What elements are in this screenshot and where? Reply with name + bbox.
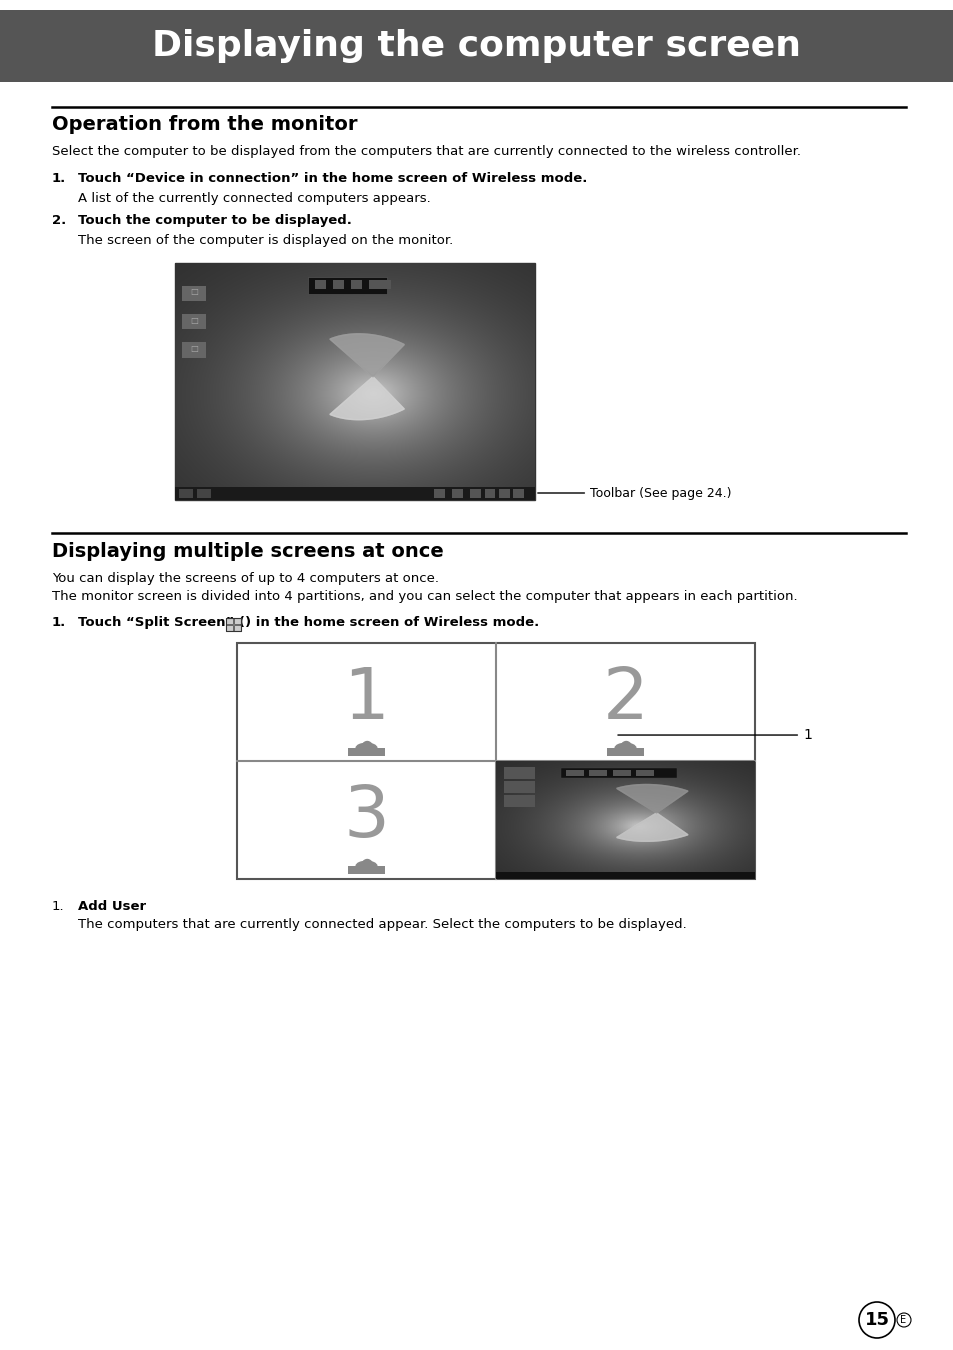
Bar (503, 767, 535, 779)
Bar (315, 279, 326, 289)
Bar (226, 618, 241, 630)
Bar (174, 263, 535, 500)
Bar (236, 643, 754, 879)
Text: □: □ (190, 344, 198, 354)
Text: E: E (899, 1315, 905, 1324)
Text: Touch the computer to be displayed.: Touch the computer to be displayed. (78, 215, 352, 227)
Text: 3: 3 (343, 783, 389, 852)
Text: ) in the home screen of Wireless mode.: ) in the home screen of Wireless mode. (245, 616, 538, 629)
Bar (565, 771, 583, 776)
Bar (496, 872, 754, 879)
Text: 15: 15 (863, 1311, 888, 1328)
Bar (380, 279, 391, 289)
Circle shape (355, 744, 376, 753)
Text: □: □ (190, 316, 198, 325)
Text: Displaying the computer screen: Displaying the computer screen (152, 28, 801, 63)
Text: □: □ (190, 288, 198, 297)
Text: 2: 2 (602, 666, 648, 734)
Bar (589, 771, 607, 776)
Text: The computers that are currently connected appear. Select the computers to be di: The computers that are currently connect… (78, 918, 686, 932)
Bar (0, 9, 953, 82)
Text: Add User: Add User (78, 900, 146, 913)
Bar (226, 625, 233, 630)
Text: Select the computer to be displayed from the computers that are currently connec: Select the computer to be displayed from… (52, 144, 801, 158)
Bar (178, 489, 193, 498)
Bar (226, 618, 233, 624)
Text: A list of the currently connected computers appears.: A list of the currently connected comput… (78, 192, 431, 205)
Polygon shape (330, 377, 404, 420)
Bar (351, 279, 362, 289)
Bar (196, 489, 211, 498)
Text: ⬤: ⬤ (360, 859, 373, 871)
Bar (503, 795, 535, 807)
Bar (434, 489, 444, 498)
Polygon shape (330, 333, 404, 377)
Bar (612, 771, 630, 776)
Text: Touch “Split Screen” (: Touch “Split Screen” ( (78, 616, 245, 629)
Text: Operation from the monitor: Operation from the monitor (52, 115, 357, 134)
Polygon shape (330, 377, 404, 420)
Text: Displaying multiple screens at once: Displaying multiple screens at once (52, 541, 443, 562)
Text: 1.: 1. (52, 616, 66, 629)
Polygon shape (616, 813, 687, 841)
Bar (636, 771, 654, 776)
Bar (560, 768, 677, 778)
Text: 1.: 1. (52, 171, 66, 185)
Text: ⬤: ⬤ (618, 741, 631, 752)
Bar (174, 487, 535, 500)
Polygon shape (616, 784, 687, 813)
Text: You can display the screens of up to 4 computers at once.: You can display the screens of up to 4 c… (52, 572, 438, 585)
Text: 1: 1 (343, 666, 389, 734)
Polygon shape (616, 784, 687, 813)
Text: 1.: 1. (52, 900, 65, 913)
Bar (452, 489, 462, 498)
Circle shape (615, 744, 636, 753)
Text: 1: 1 (618, 728, 811, 743)
Text: Touch “Device in connection” in the home screen of Wireless mode.: Touch “Device in connection” in the home… (78, 171, 587, 185)
Text: 2.: 2. (52, 215, 66, 227)
Bar (182, 343, 206, 358)
Polygon shape (330, 333, 404, 377)
Bar (484, 489, 495, 498)
Bar (513, 489, 523, 498)
Bar (607, 748, 643, 756)
Bar (233, 618, 241, 624)
Bar (182, 315, 206, 329)
Bar (182, 285, 206, 301)
Bar (498, 489, 509, 498)
Circle shape (355, 861, 376, 871)
Text: The screen of the computer is displayed on the monitor.: The screen of the computer is displayed … (78, 234, 453, 247)
Text: ⬤: ⬤ (360, 741, 373, 752)
Bar (308, 277, 387, 294)
Bar (348, 865, 384, 875)
Bar (369, 279, 380, 289)
Bar (333, 279, 344, 289)
Polygon shape (616, 813, 687, 841)
Bar (348, 748, 384, 756)
Text: Toolbar (See page 24.): Toolbar (See page 24.) (537, 486, 731, 500)
Bar (233, 625, 241, 630)
Text: The monitor screen is divided into 4 partitions, and you can select the computer: The monitor screen is divided into 4 par… (52, 590, 797, 603)
Bar (470, 489, 480, 498)
Bar (503, 782, 535, 792)
